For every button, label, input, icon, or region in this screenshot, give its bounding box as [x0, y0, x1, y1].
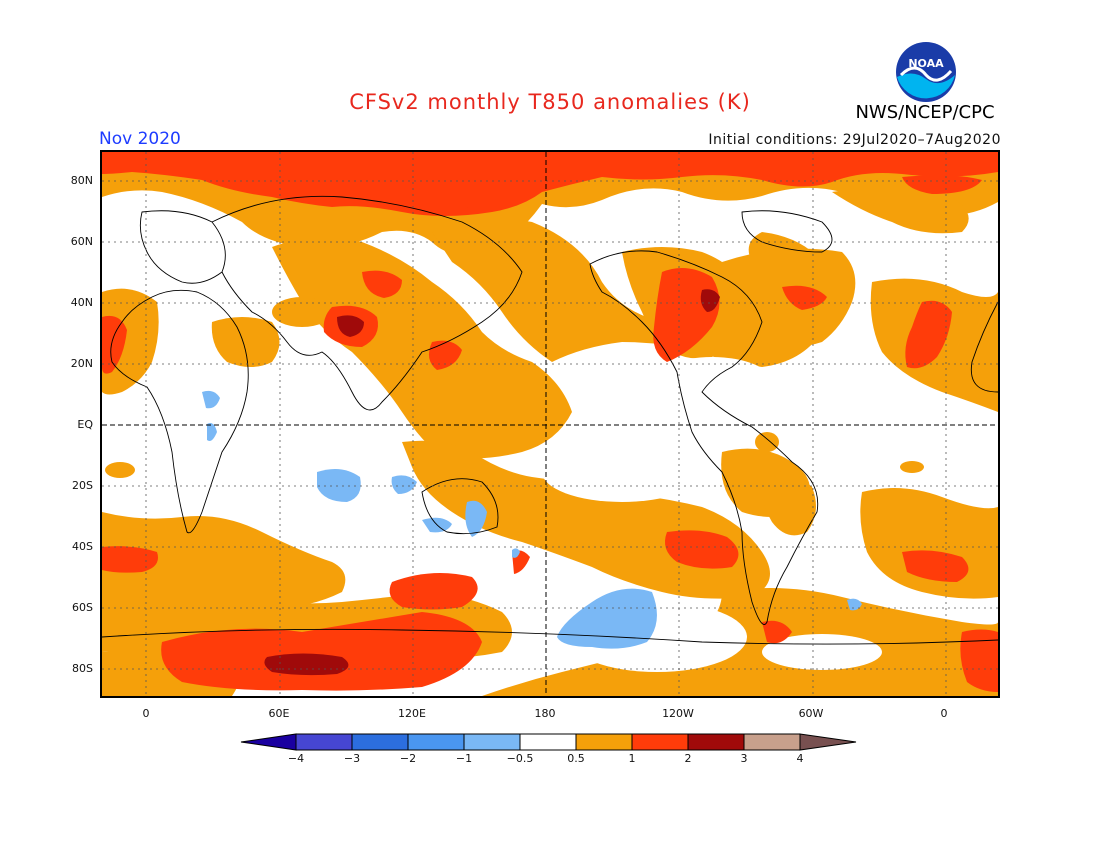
lon-label: 120E: [398, 707, 426, 720]
lat-label: 40N: [70, 296, 93, 309]
lat-label: EQ: [77, 418, 93, 431]
colorbar-label: 4: [796, 752, 804, 765]
noaa-logo: NOAA: [896, 42, 956, 102]
map-canvas: [102, 152, 998, 696]
lat-label: 80N: [70, 174, 93, 187]
colorbar-label: 3: [740, 752, 748, 765]
colorbar-cell: [351, 733, 409, 751]
lon-label: 0: [142, 707, 150, 720]
colorbar-label: −2: [399, 752, 417, 765]
colorbar-max-arrow: [799, 733, 857, 751]
lat-label: 60S: [72, 601, 93, 614]
anomaly-neutral-regions: [242, 357, 882, 672]
lon-label: 120W: [662, 707, 694, 720]
anomaly-darkred-regions: [264, 289, 720, 676]
colorbar-min-arrow: [240, 733, 297, 751]
lon-label: 0: [940, 707, 948, 720]
colorbar-label: −0.5: [506, 752, 534, 765]
colorbar-label: −3: [343, 752, 361, 765]
anomaly-lightblue-regions: [202, 390, 862, 649]
colorbar-label: 0.5: [567, 752, 585, 765]
equator-dateline: [102, 152, 998, 696]
coastlines: [102, 195, 998, 645]
colorbar-cell: [463, 733, 521, 751]
colorbar-cell: [407, 733, 465, 751]
initial-conditions: Initial conditions: 29Jul2020–7Aug2020: [708, 132, 1001, 148]
lon-label: 60E: [268, 707, 290, 720]
lat-label: 20S: [72, 479, 93, 492]
lat-label: 20N: [70, 357, 93, 370]
colorbar-cell: [631, 733, 689, 751]
anomaly-map: [100, 150, 1000, 698]
forecast-month: Nov 2020: [99, 129, 181, 149]
noaa-logo-text: NOAA: [908, 57, 944, 70]
colorbar-label: −4: [287, 752, 305, 765]
colorbar: [240, 733, 857, 751]
lat-label: 60N: [70, 235, 93, 248]
lat-label: 80S: [72, 662, 93, 675]
colorbar-cell: [743, 733, 801, 751]
colorbar-cell: [575, 733, 633, 751]
colorbar-cell: [519, 733, 577, 751]
colorbar-cell: [687, 733, 745, 751]
colorbar-cell: [295, 733, 353, 751]
agency-label: NWS/NCEP/CPC: [855, 102, 995, 123]
graticule: [102, 152, 998, 696]
map-title: CFSv2 monthly T850 anomalies (K): [349, 90, 751, 114]
colorbar-label: −1: [455, 752, 473, 765]
colorbar-label: 1: [628, 752, 636, 765]
colorbar-label: 2: [684, 752, 692, 765]
lon-label: 180: [534, 707, 556, 720]
lon-label: 60W: [798, 707, 824, 720]
lat-label: 40S: [72, 540, 93, 553]
